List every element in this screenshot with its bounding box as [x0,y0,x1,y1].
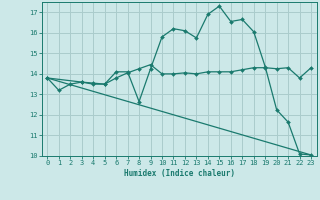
X-axis label: Humidex (Indice chaleur): Humidex (Indice chaleur) [124,169,235,178]
